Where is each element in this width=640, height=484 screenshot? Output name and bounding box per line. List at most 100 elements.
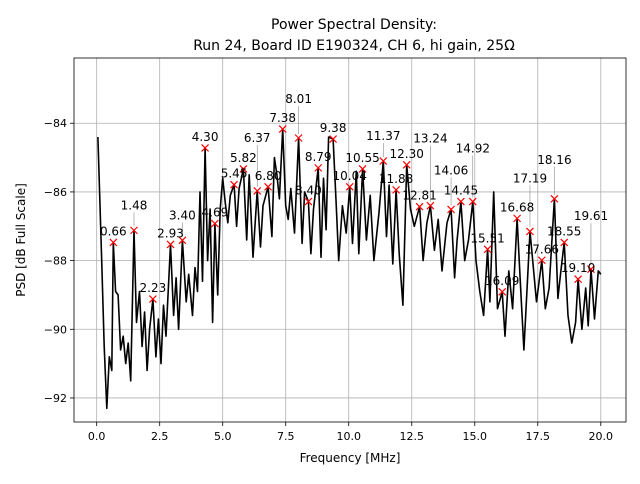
peak-label: 3.40 — [169, 208, 196, 222]
peak-label: 18.16 — [537, 153, 571, 167]
peak-label: 10.55 — [345, 151, 379, 165]
peak-marker — [513, 214, 522, 223]
peak-label: 19.61 — [574, 209, 608, 223]
peak-label: 15.51 — [470, 231, 504, 245]
peak-marker — [329, 135, 338, 143]
peak-marker-stroke — [178, 236, 187, 245]
peak-marker — [278, 125, 287, 134]
peak-marker — [345, 182, 354, 191]
x-axis-label: Frequency [MHz] — [300, 451, 401, 465]
peak-marker-stroke — [560, 238, 569, 247]
y-tick-label: −86 — [44, 186, 67, 199]
peak-marker-stroke — [468, 197, 477, 206]
peak-marker-stroke — [148, 295, 157, 303]
peak-marker-stroke — [379, 157, 388, 165]
peak-label: 11.37 — [366, 129, 400, 143]
peak-marker-stroke — [426, 201, 435, 210]
peak-label: 8.01 — [285, 92, 312, 106]
peak-marker — [304, 197, 313, 206]
x-tick-label: 0.0 — [88, 430, 106, 443]
chart-title-line2: Run 24, Board ID E190324, CH 6, hi gain,… — [193, 38, 515, 54]
peak-marker — [210, 219, 219, 228]
peak-label: 11.88 — [379, 172, 413, 186]
peak-marker-stroke — [201, 144, 209, 152]
peak-marker-stroke — [210, 219, 219, 228]
x-tick-label: 2.5 — [151, 430, 169, 443]
peak-marker-stroke — [239, 164, 248, 173]
peak-marker-stroke — [166, 240, 175, 249]
x-tick-label: 5.0 — [214, 430, 232, 443]
x-tick-label: 12.5 — [400, 430, 425, 443]
peak-marker-stroke — [109, 238, 118, 247]
peak-marker-stroke — [230, 180, 238, 189]
peak-marker-stroke — [587, 265, 595, 274]
peak-label: 16.09 — [485, 274, 519, 288]
x-tick-label: 10.0 — [336, 430, 361, 443]
peak-marker-stroke — [329, 135, 338, 143]
peak-marker-stroke — [537, 256, 546, 265]
peak-marker-stroke — [304, 197, 313, 206]
peak-label: 13.24 — [413, 132, 447, 146]
peak-marker — [358, 164, 367, 173]
peak-label: 14.92 — [456, 142, 490, 156]
peak-marker-stroke — [447, 205, 455, 214]
peak-marker-stroke — [392, 185, 401, 194]
peak-marker — [456, 197, 465, 206]
peak-label: 9.38 — [320, 121, 347, 135]
peak-marker — [148, 295, 157, 303]
peak-label: 14.06 — [434, 163, 468, 177]
x-tick-label: 7.5 — [277, 430, 295, 443]
chart-title-line1: Power Spectral Density: — [271, 17, 437, 33]
x-tick-label: 15.0 — [463, 430, 488, 443]
peak-marker-stroke — [294, 134, 303, 142]
x-tick-label: 17.5 — [526, 430, 551, 443]
peak-marker-stroke — [526, 227, 534, 236]
peak-label: 12.30 — [390, 147, 424, 161]
peak-label: 5.45 — [221, 167, 248, 181]
peak-marker-stroke — [574, 275, 583, 284]
peak-marker — [587, 265, 595, 274]
peak-label: 6.80 — [255, 169, 282, 183]
peak-label: 2.93 — [157, 227, 184, 241]
peak-marker — [402, 160, 411, 169]
peak-label: 10.04 — [333, 169, 367, 183]
peak-marker-stroke — [358, 164, 367, 173]
peak-label: 14.45 — [444, 184, 478, 198]
peak-label: 18.55 — [547, 224, 581, 238]
peak-marker — [239, 164, 248, 173]
peak-marker — [392, 185, 401, 194]
peak-marker-stroke — [264, 182, 273, 191]
peak-marker-stroke — [513, 214, 522, 223]
peak-marker — [130, 226, 138, 235]
psd-line — [97, 128, 602, 410]
peak-marker-stroke — [314, 163, 323, 172]
peak-marker-stroke — [345, 182, 354, 191]
peak-marker — [379, 157, 388, 165]
peak-label: 2.23 — [140, 281, 167, 295]
peak-marker — [178, 236, 187, 245]
peak-marker — [550, 194, 559, 203]
peak-marker — [468, 197, 477, 206]
peak-marker — [498, 287, 507, 296]
peak-marker — [166, 240, 175, 249]
peak-label: 17.66 — [525, 242, 559, 256]
peak-marker — [426, 201, 435, 210]
plot-frame — [73, 57, 627, 423]
y-tick-label: −84 — [44, 117, 67, 130]
peak-marker-stroke — [483, 245, 492, 254]
peak-label: 8.79 — [305, 150, 332, 164]
peak-label: 16.68 — [500, 200, 534, 214]
peak-marker-stroke — [278, 125, 287, 134]
peak-marker-stroke — [550, 194, 559, 203]
peak-marker — [264, 182, 273, 191]
peak-marker-stroke — [130, 226, 138, 235]
peak-label: 1.48 — [121, 198, 148, 212]
peak-marker — [109, 238, 118, 247]
peak-label: 0.66 — [100, 224, 127, 238]
peak-marker — [574, 275, 583, 284]
peak-label: 12.81 — [402, 189, 436, 203]
peak-marker-stroke — [402, 160, 411, 169]
peak-marker — [230, 180, 238, 189]
peak-marker — [447, 205, 455, 214]
